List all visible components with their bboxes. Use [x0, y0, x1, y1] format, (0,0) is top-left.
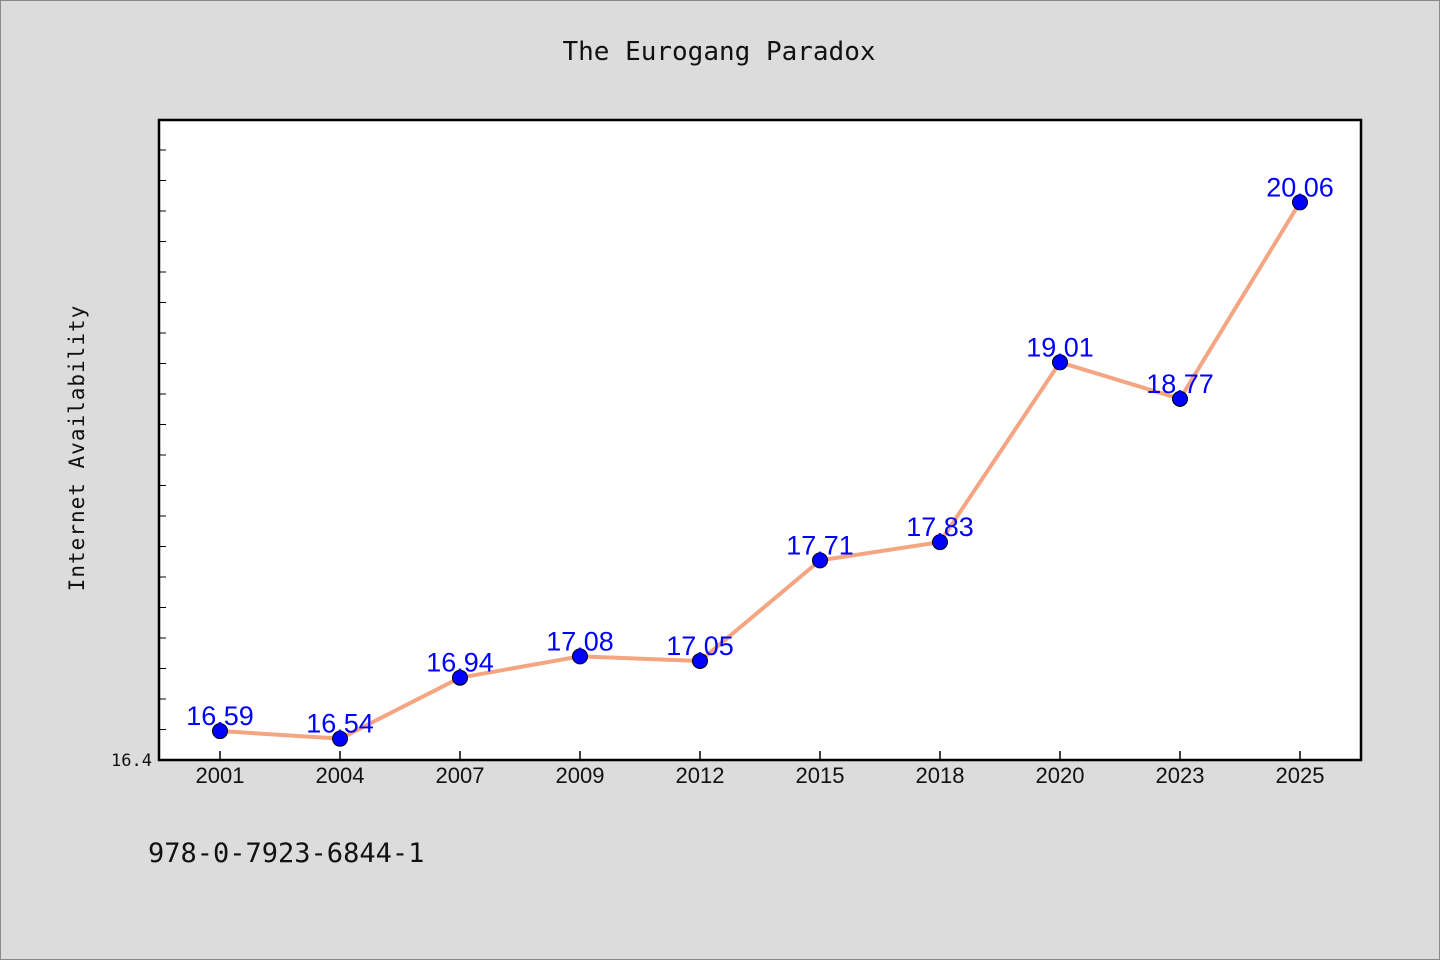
data-label: 18.77: [1146, 369, 1214, 399]
data-point: [932, 534, 948, 551]
isbn-text: 978-0-7923-6844-1: [148, 838, 424, 869]
x-tick-label: 2004: [316, 763, 365, 788]
data-label: 17.71: [786, 530, 854, 560]
y-tick-label: 16.4: [111, 751, 152, 771]
data-point: [1292, 194, 1308, 211]
chart-title: The Eurogang Paradox: [562, 37, 875, 67]
x-tick-label: 2001: [196, 763, 245, 788]
plot-area: [157, 118, 1363, 762]
x-tick-label: 2025: [1276, 763, 1325, 788]
x-tick-label: 2009: [556, 763, 605, 788]
data-point: [452, 669, 468, 686]
x-tick-label: 2018: [916, 763, 965, 788]
data-point: [212, 723, 228, 740]
series-line: [219, 201, 1302, 741]
data-label: 20.06: [1266, 172, 1334, 202]
x-tick-label: 2012: [676, 763, 725, 788]
data-point: [1052, 354, 1068, 371]
x-tick-label: 2023: [1156, 763, 1205, 788]
y-axis-label: Internet Availability: [65, 305, 89, 592]
x-tick-label: 2015: [796, 763, 845, 788]
x-tick-label: 2007: [436, 763, 485, 788]
data-markers: [212, 194, 1308, 747]
data-label: 16.59: [186, 701, 254, 731]
data-label: 19.01: [1026, 332, 1094, 362]
data-point: [332, 730, 348, 747]
data-point: [572, 648, 588, 665]
data-point: [812, 552, 828, 569]
data-label: 17.08: [546, 626, 614, 656]
data-label: 16.54: [306, 709, 374, 739]
x-tick-label: 2020: [1036, 763, 1085, 788]
data-labels: 16.59 16.54 16.94 17.08 17.05 17.71 17.83 19.01…: [186, 172, 1334, 738]
data-label: 16.94: [426, 648, 494, 678]
data-point: [1172, 390, 1188, 407]
data-label: 17.83: [906, 512, 974, 542]
x-axis-ticks: 2001 2004 2007 2009 2012 2015 2018 2020 2023 2025: [196, 751, 1325, 788]
data-point: [692, 652, 708, 669]
y-axis-ticks: [159, 149, 166, 730]
data-label: 17.05: [666, 631, 734, 661]
